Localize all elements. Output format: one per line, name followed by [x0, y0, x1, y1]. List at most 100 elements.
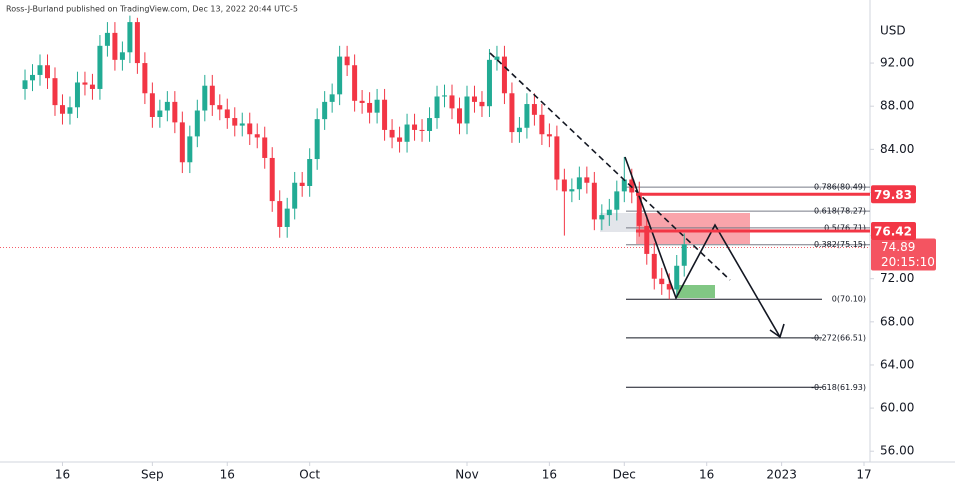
trend-line: [489, 52, 731, 281]
candle-body: [554, 136, 560, 180]
projection-path: [624, 156, 781, 338]
candle-body: [464, 96, 470, 124]
candle-body: [247, 123, 253, 135]
candle-body: [179, 122, 185, 163]
candle-body: [299, 182, 305, 186]
candle-body: [524, 104, 530, 128]
candle-body: [501, 56, 507, 94]
candle-body: [591, 182, 597, 220]
candle-body: [344, 56, 350, 66]
candle-body: [134, 22, 140, 64]
candle-body: [367, 102, 373, 113]
fib-label: 0.786(80.49): [814, 183, 866, 192]
candle-body: [404, 124, 410, 142]
candle-body: [314, 119, 320, 160]
candle-body: [584, 177, 590, 183]
candle-body: [636, 192, 642, 226]
x-tick-label: Nov: [455, 468, 478, 482]
y-tick-label: 92.00: [880, 56, 914, 70]
candle-body: [382, 99, 388, 130]
candle-body: [142, 63, 148, 94]
candle-body: [546, 134, 552, 137]
candle-body: [651, 253, 657, 279]
candle-body: [674, 265, 680, 290]
candle-body: [659, 278, 665, 285]
x-tick-label: Sep: [141, 468, 164, 482]
x-tick-label: Oct: [299, 468, 320, 482]
price-label-box: [871, 185, 916, 204]
y-tick-label: 72.00: [880, 271, 914, 285]
fib-label: -0.272(66.51): [811, 333, 866, 342]
candle-body: [74, 82, 80, 108]
fib-label: 0(70.10): [832, 295, 866, 304]
candle-body: [539, 114, 545, 135]
candle-body: [37, 65, 43, 75]
candle-body: [629, 179, 635, 193]
candle-body: [112, 32, 118, 60]
last-price-box: [871, 238, 936, 271]
candle-body: [52, 78, 58, 106]
candle-body: [599, 215, 605, 220]
candle-body: [329, 94, 335, 102]
fib-label: 0.5(76.71): [824, 223, 866, 232]
candle-body: [172, 101, 178, 123]
candle-body: [561, 179, 567, 192]
candle-body: [30, 74, 36, 81]
candle-body: [374, 99, 380, 113]
candle-body: [486, 59, 492, 107]
candle-body: [397, 137, 403, 142]
candle-body: [239, 123, 245, 126]
fib-label: 0.618(78.27): [814, 207, 866, 216]
candle-body: [337, 56, 343, 95]
candle-body: [681, 244, 687, 266]
chart-title: Ross-J-Burland published on TradingView.…: [6, 5, 298, 14]
x-tick-label: 16: [220, 468, 235, 482]
x-tick-label: 17: [856, 468, 871, 482]
y-tick-label: 60.00: [880, 401, 914, 415]
countdown-label: 20:15:10: [881, 255, 935, 269]
candle-body: [434, 96, 440, 119]
candle-body: [494, 56, 500, 60]
candle-body: [119, 52, 125, 60]
x-tick-label: 16: [55, 468, 70, 482]
candle-body: [322, 101, 328, 120]
x-tick-label: 16: [699, 468, 714, 482]
candle-body: [644, 225, 650, 254]
candle-body: [149, 93, 155, 117]
candle-body: [254, 134, 260, 138]
candle-body: [67, 107, 73, 114]
candle-body: [284, 208, 290, 227]
candle-body: [89, 84, 95, 89]
y-tick-label: 84.00: [880, 142, 914, 156]
candle-body: [359, 100, 365, 103]
projection-arrowhead: [769, 323, 785, 339]
candle-body: [127, 22, 133, 53]
candle-body: [22, 80, 28, 89]
candle-body: [456, 108, 462, 124]
price-label: 79.83: [874, 188, 912, 202]
candle-body: [269, 157, 275, 202]
candle-body: [82, 82, 88, 85]
candle-body: [389, 129, 395, 138]
candle-body: [412, 124, 418, 130]
y-tick-label: 68.00: [880, 314, 914, 328]
candle-body: [569, 189, 575, 192]
candle-body: [419, 129, 425, 131]
candle-body: [307, 159, 313, 186]
candle-body: [292, 182, 298, 209]
candle-body: [531, 104, 537, 115]
candle-body: [516, 127, 522, 133]
y-tick-label: 56.00: [880, 444, 914, 458]
y-axis-label: USD: [880, 24, 906, 38]
candle-body: [606, 209, 612, 216]
fib-label: -0.618(61.93): [811, 383, 866, 392]
candle-body: [232, 118, 238, 126]
candle-body: [621, 179, 627, 192]
x-tick-label: Dec: [613, 468, 636, 482]
candle-body: [449, 95, 455, 109]
candle-body: [202, 85, 208, 111]
candle-body: [104, 32, 110, 46]
zone-gray: [600, 213, 636, 232]
